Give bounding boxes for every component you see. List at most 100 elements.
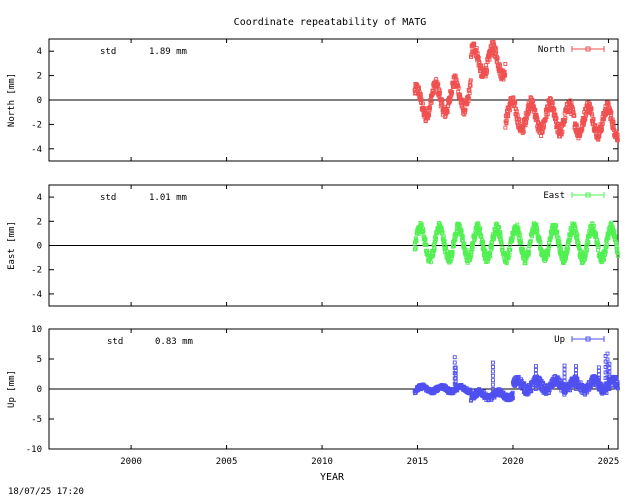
data-point xyxy=(560,129,565,134)
data-point xyxy=(604,245,609,250)
data-point xyxy=(547,244,552,248)
std-value: 0.83 mm xyxy=(155,337,193,347)
data-point xyxy=(587,234,592,239)
data-point xyxy=(513,100,518,105)
data-point xyxy=(615,138,620,142)
data-point xyxy=(574,368,578,372)
data-point xyxy=(568,388,572,393)
data-point xyxy=(609,220,614,225)
data-point xyxy=(554,224,558,229)
data-point xyxy=(585,390,590,395)
data-point xyxy=(418,93,423,98)
y-axis-label: Up [mm] xyxy=(7,370,17,408)
data-point xyxy=(488,254,493,258)
data-point xyxy=(533,379,538,384)
data-point xyxy=(440,103,445,108)
data-point xyxy=(559,249,564,254)
data-point xyxy=(585,242,590,247)
data-point xyxy=(615,386,620,391)
data-point xyxy=(462,241,467,246)
std-label: std xyxy=(100,47,116,57)
data-point xyxy=(450,250,455,255)
data-point xyxy=(515,113,520,118)
panel-up: 10 5 0 -5 -10 2000 2005 2010 2015 2020 2025 Up [mm]… xyxy=(7,325,620,467)
data-point xyxy=(533,108,538,112)
data-point xyxy=(480,239,485,244)
data-point xyxy=(478,226,483,231)
data-point xyxy=(453,365,458,370)
data-point xyxy=(533,375,538,380)
data-point xyxy=(596,242,601,247)
data-point xyxy=(550,101,555,106)
data-point xyxy=(565,250,570,254)
data-point xyxy=(469,54,474,59)
data-point xyxy=(562,375,567,380)
data-point xyxy=(566,242,571,246)
data-point xyxy=(521,247,525,252)
data-point xyxy=(611,124,616,129)
data-point xyxy=(607,378,612,383)
data-point xyxy=(516,226,521,230)
data-point xyxy=(438,91,443,96)
data-point xyxy=(507,108,512,113)
data-point xyxy=(517,230,522,235)
data-point xyxy=(448,97,453,102)
data-point xyxy=(494,50,499,55)
data-point xyxy=(506,114,511,119)
data-point xyxy=(574,379,578,384)
data-point xyxy=(562,383,567,388)
data-point xyxy=(503,62,508,66)
data-point xyxy=(420,101,425,106)
data-point xyxy=(463,247,468,252)
data-point xyxy=(471,242,476,247)
data-point xyxy=(498,63,503,68)
data-point xyxy=(596,369,601,373)
data-point xyxy=(510,396,515,400)
data-point xyxy=(569,101,574,106)
data-point xyxy=(562,363,567,368)
data-point xyxy=(514,109,519,114)
data-point xyxy=(613,235,618,240)
data-point xyxy=(550,231,555,236)
data-point xyxy=(607,361,612,366)
footer-timestamp: 18/07/25 17:20 xyxy=(8,487,84,496)
data-point xyxy=(615,380,620,385)
data-point xyxy=(510,390,515,395)
data-point xyxy=(607,382,612,387)
data-point xyxy=(615,132,620,137)
data-point xyxy=(594,232,599,237)
data-point xyxy=(466,94,471,99)
data-point xyxy=(562,367,567,372)
y-tick-label: 4 xyxy=(37,47,42,57)
legend-label: East xyxy=(543,191,565,201)
data-point xyxy=(490,360,495,365)
legend-label: Up xyxy=(554,335,565,345)
data-point xyxy=(607,366,612,370)
data-point xyxy=(574,123,579,128)
data-point xyxy=(468,255,473,260)
series-north: North xyxy=(412,40,620,143)
data-point xyxy=(414,239,419,243)
y-tick-label: -2 xyxy=(31,266,42,276)
data-point xyxy=(490,373,495,378)
data-point xyxy=(445,110,450,115)
data-point xyxy=(432,90,437,95)
chart-title: Coordinate repeatability of MATG xyxy=(234,17,427,28)
data-point xyxy=(440,230,445,235)
data-point xyxy=(490,382,495,387)
data-point xyxy=(462,112,467,117)
data-point xyxy=(440,100,445,105)
data-point xyxy=(591,117,596,122)
y-tick-label: -4 xyxy=(31,145,42,155)
data-point xyxy=(526,252,531,257)
data-point xyxy=(562,371,567,376)
data-point xyxy=(453,376,458,381)
data-point xyxy=(428,260,433,265)
y-tick-label: 0 xyxy=(37,385,42,395)
data-point xyxy=(452,243,457,248)
data-point xyxy=(444,245,448,250)
data-point xyxy=(504,261,509,266)
std-label: std xyxy=(107,337,123,347)
x-tick-label: 2025 xyxy=(598,457,620,467)
data-point xyxy=(596,244,601,249)
